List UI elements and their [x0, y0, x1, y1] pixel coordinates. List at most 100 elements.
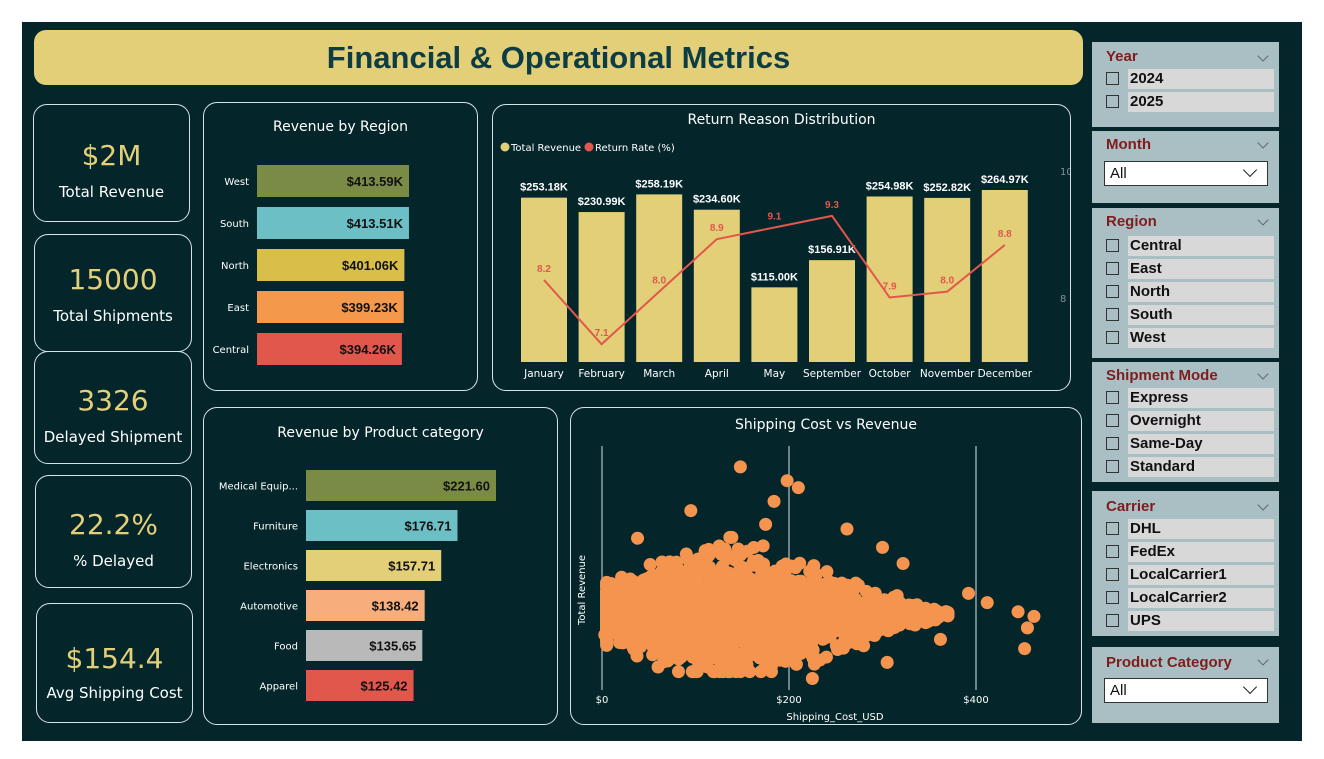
scatter-point — [709, 604, 723, 618]
slicer-option[interactable]: West — [1104, 328, 1274, 348]
slicer-option[interactable]: 2025 — [1104, 92, 1274, 112]
slicer-option[interactable]: Express — [1104, 388, 1274, 408]
slicer-option[interactable]: DHL — [1104, 519, 1274, 539]
checkbox[interactable] — [1106, 95, 1119, 108]
scatter-point[interactable] — [1011, 605, 1025, 619]
bar[interactable] — [866, 196, 913, 362]
checkbox[interactable] — [1106, 614, 1119, 627]
checkbox[interactable] — [1106, 239, 1119, 252]
scatter-point[interactable] — [598, 628, 612, 642]
checkbox[interactable] — [1106, 437, 1119, 450]
scatter-point — [931, 604, 945, 618]
scatter-point[interactable] — [754, 665, 768, 679]
scatter-point — [643, 558, 657, 572]
scatter-point — [692, 612, 706, 626]
scatter-point[interactable] — [1018, 642, 1032, 656]
scatter-point — [709, 648, 723, 662]
slicer-option[interactable]: Central — [1104, 236, 1274, 256]
bar[interactable] — [306, 630, 423, 661]
scatter-point[interactable] — [651, 660, 665, 674]
scatter-point[interactable] — [933, 632, 947, 646]
revenue-by-region-chart: West $413.59K South $413.51K North $401.06K Ea… — [213, 165, 409, 365]
scatter-point[interactable] — [733, 460, 747, 474]
scatter-point[interactable] — [805, 672, 819, 685]
product-category-dropdown[interactable]: All — [1104, 678, 1268, 703]
slicer-option[interactable]: UPS — [1104, 611, 1274, 631]
slicer-option[interactable]: Standard — [1104, 457, 1274, 477]
bar[interactable] — [257, 333, 402, 365]
scatter-point[interactable] — [840, 522, 854, 536]
checkbox[interactable] — [1106, 262, 1119, 275]
bar[interactable] — [257, 207, 409, 239]
slicer-option[interactable]: Same-Day — [1104, 434, 1274, 454]
slicer-option[interactable]: Overnight — [1104, 411, 1274, 431]
slicer-option[interactable]: East — [1104, 259, 1274, 279]
legend-marker — [584, 142, 594, 152]
checkbox[interactable] — [1106, 522, 1119, 535]
revenue-by-product-chart: Medical Equip... $221.60 Furniture $176.71 E… — [219, 470, 496, 701]
bar[interactable] — [306, 470, 496, 501]
slicer-option[interactable]: 2024 — [1104, 69, 1274, 89]
product-category-slicer: Product Category All — [1092, 647, 1279, 723]
bar[interactable] — [521, 197, 567, 362]
scatter-points[interactable] — [600, 530, 955, 679]
chevron-down-icon[interactable] — [1257, 137, 1269, 149]
chevron-down-icon[interactable] — [1257, 214, 1269, 226]
scatter-point[interactable] — [684, 504, 698, 518]
bar[interactable] — [257, 291, 404, 323]
chevron-down-icon[interactable] — [1257, 368, 1269, 380]
slicer-option[interactable]: FedEx — [1104, 542, 1274, 562]
bar[interactable] — [306, 510, 458, 541]
chevron-down-icon[interactable] — [1257, 50, 1269, 62]
checkbox[interactable] — [1106, 308, 1119, 321]
scatter-point — [838, 597, 852, 611]
x-tick-label: May — [764, 368, 786, 380]
chevron-down-icon[interactable] — [1257, 499, 1269, 511]
bar[interactable] — [306, 670, 414, 701]
scatter-point[interactable] — [631, 531, 645, 545]
slicer-option[interactable]: LocalCarrier2 — [1104, 588, 1274, 608]
bar[interactable] — [578, 212, 625, 362]
month-dropdown[interactable]: All — [1104, 161, 1268, 186]
scatter-point[interactable] — [962, 586, 976, 600]
checkbox[interactable] — [1106, 460, 1119, 473]
carrier-slicer: Carrier DHL FedEx LocalCarrier1 LocalCarrie… — [1092, 491, 1279, 636]
scatter-point[interactable] — [767, 494, 781, 508]
x-tick-label: April — [705, 368, 729, 380]
bar-group: South $413.51K — [220, 207, 409, 239]
scatter-point[interactable] — [791, 481, 805, 495]
scatter-point[interactable] — [876, 540, 889, 554]
checkbox[interactable] — [1106, 72, 1119, 85]
slicer-option[interactable]: LocalCarrier1 — [1104, 565, 1274, 585]
checkbox[interactable] — [1106, 391, 1119, 404]
bar[interactable] — [981, 190, 1028, 362]
slicer-option[interactable]: South — [1104, 305, 1274, 325]
checkbox[interactable] — [1106, 285, 1119, 298]
return-rate-line[interactable] — [543, 214, 1006, 346]
chevron-down-icon[interactable] — [1257, 654, 1269, 666]
checkbox[interactable] — [1106, 545, 1119, 558]
scatter-point[interactable] — [880, 655, 894, 669]
checkbox[interactable] — [1106, 568, 1119, 581]
bar[interactable] — [809, 260, 855, 362]
scatter-point — [764, 660, 778, 674]
scatter-point — [684, 580, 698, 594]
scatter-point[interactable] — [780, 474, 794, 488]
slicer-option[interactable]: North — [1104, 282, 1274, 302]
bar[interactable] — [257, 249, 405, 281]
bar-group: Central $394.26K — [213, 333, 402, 365]
scatter-point[interactable] — [980, 596, 994, 610]
bar[interactable] — [257, 165, 409, 197]
scatter-point[interactable] — [896, 557, 910, 570]
checkbox[interactable] — [1106, 591, 1119, 604]
month-slicer: Month All — [1092, 131, 1279, 203]
scatter-point[interactable] — [1027, 609, 1041, 623]
checkbox[interactable] — [1106, 331, 1119, 344]
scatter-point[interactable] — [1020, 621, 1034, 635]
bar[interactable] — [306, 550, 442, 581]
category-label: Automotive — [240, 602, 298, 613]
bar[interactable] — [751, 287, 798, 362]
checkbox[interactable] — [1106, 414, 1119, 427]
scatter-point[interactable] — [759, 517, 773, 531]
bar[interactable] — [306, 590, 425, 621]
